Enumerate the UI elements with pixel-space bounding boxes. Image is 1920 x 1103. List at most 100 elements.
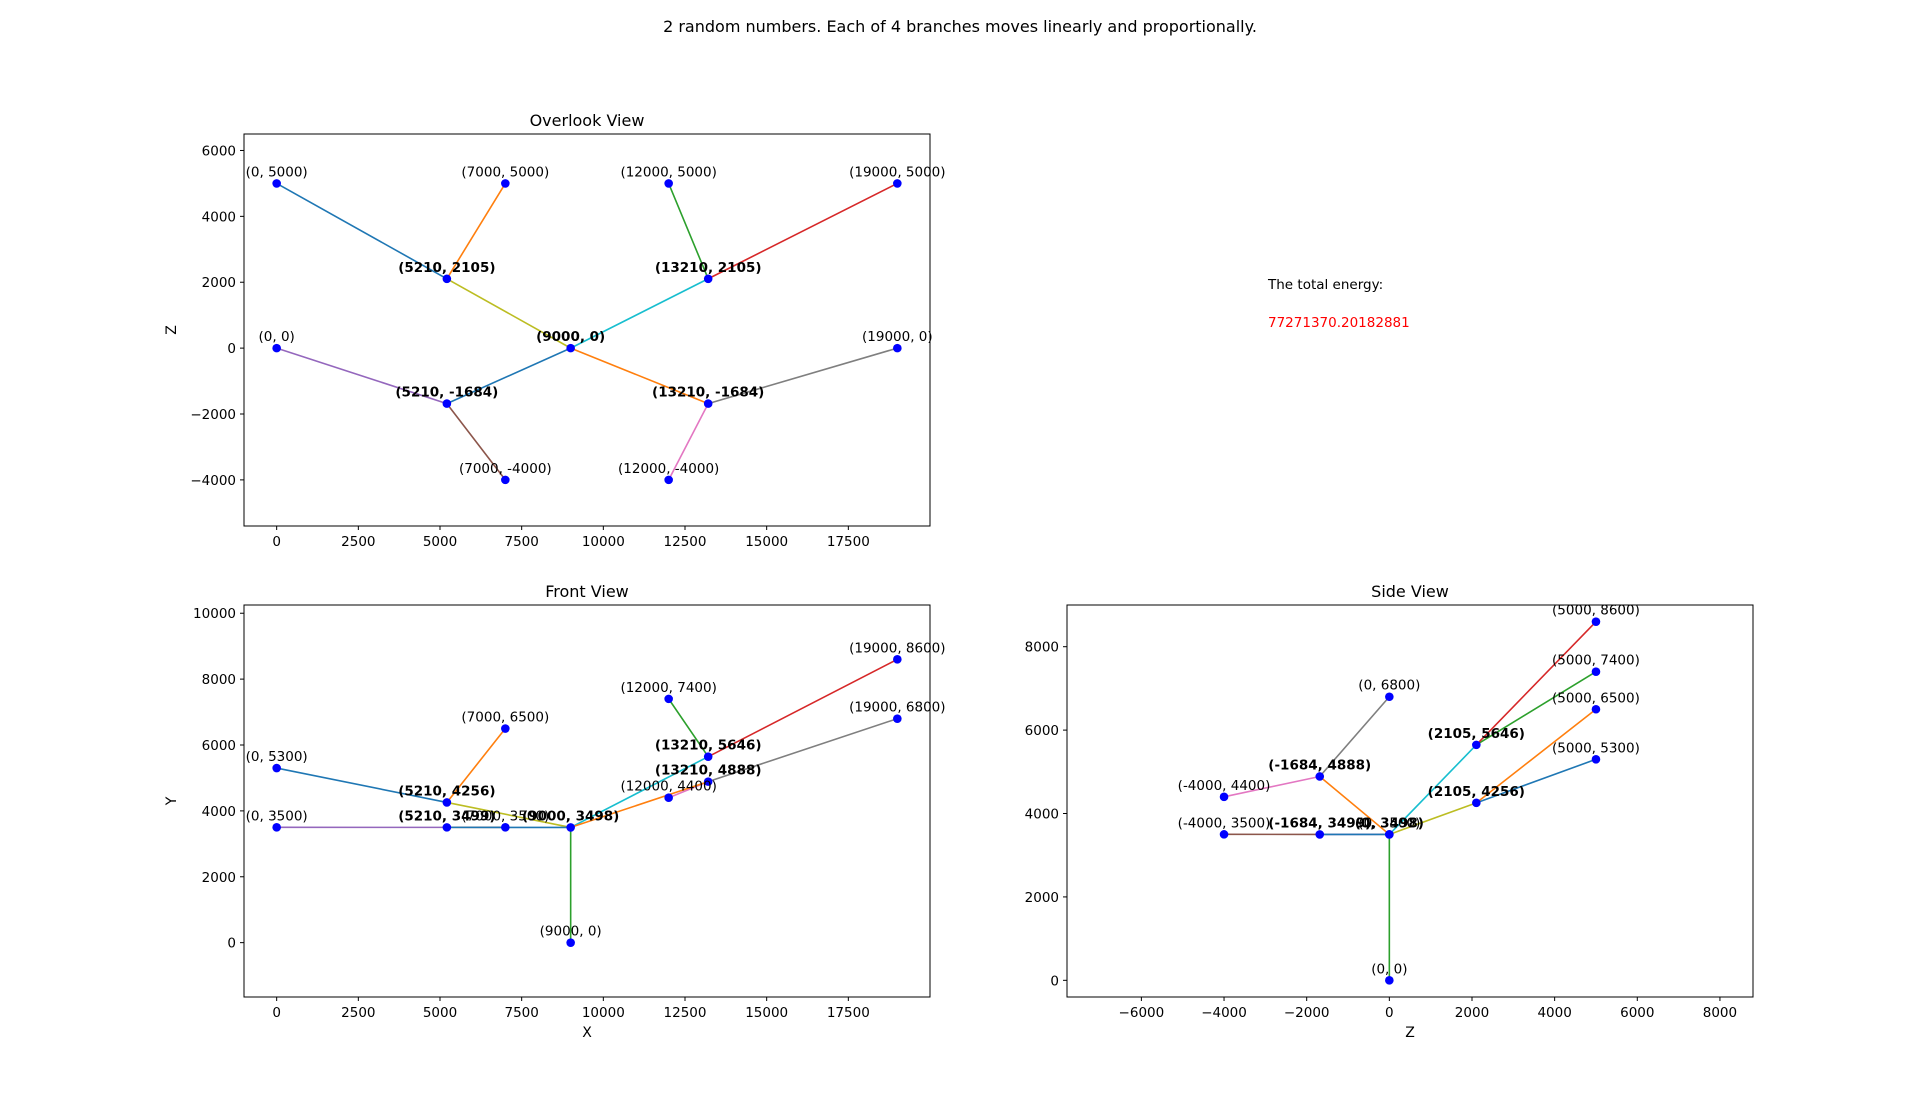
node-coordinate-label: (12000, -4000) [618, 461, 719, 477]
node-point [1219, 830, 1229, 839]
node-coordinate-label: (5210, 3499) [398, 808, 495, 824]
branch-segment-6 [1223, 775, 1321, 798]
node-coordinate-label: (-1684, 3499) [1268, 815, 1371, 831]
y-tick-label: 8000 [202, 672, 236, 688]
node-point [664, 793, 673, 803]
x-tick-label: 12500 [664, 1005, 707, 1021]
node-coordinate-label: (19000, 5000) [849, 164, 945, 180]
node-coordinate-label: (5000, 5300) [1552, 740, 1640, 756]
node-coordinate-label: (19000, 8600) [849, 640, 945, 656]
node-coordinate-label: (0, 3498) [1355, 815, 1424, 831]
total-energy-label: The total energy: [1268, 277, 1384, 293]
node-coordinate-label: (19000, 0) [862, 329, 933, 345]
node-coordinate-label: (9000, 3498) [522, 808, 619, 824]
side-view-axes: Side View −6000 −4000 −2000 0 2000 4000 6000 800… [1025, 582, 1754, 1041]
x-tick-label: −6000 [1119, 1005, 1165, 1021]
branch-segment-8 [446, 801, 572, 829]
node-coordinate-label: (12000, 4400) [620, 779, 716, 795]
x-tick-label: 5000 [423, 1005, 457, 1021]
figure-title: 2 random numbers. Each of 4 branches mov… [663, 17, 1257, 36]
branch-segment-2 [1475, 670, 1597, 746]
y-tick-label: −2000 [190, 407, 236, 423]
node-point [703, 777, 713, 786]
node-point [566, 343, 575, 353]
y-tick-label: 4000 [202, 209, 236, 225]
node-point [1385, 976, 1394, 985]
node-point [1472, 798, 1481, 808]
node-point [703, 752, 713, 761]
branch-segment-9 [569, 277, 709, 349]
node-point [1472, 740, 1481, 750]
node-point [1219, 792, 1229, 802]
node-coordinate-label: (9000, 0) [536, 329, 605, 345]
node-coordinate-label: (0, 5000) [246, 164, 308, 180]
y-tick-label: 2000 [202, 275, 236, 291]
x-tick-label: 5000 [423, 534, 457, 550]
plot-area [243, 604, 931, 998]
node-point [703, 274, 713, 284]
y-tick-label: 6000 [202, 143, 236, 159]
x-axis-label: X [582, 1025, 592, 1041]
y-tick-label: 6000 [1025, 723, 1059, 739]
branch-segment-0 [275, 767, 448, 804]
node-coordinate-label: (13210, 5646) [655, 738, 762, 754]
branch-segment-11 [1318, 775, 1391, 836]
node-point [664, 179, 673, 188]
y-tick-label: 6000 [202, 738, 236, 754]
branch-segment-7 [707, 717, 899, 783]
plot-area [243, 133, 931, 527]
x-axis-label: Z [1405, 1025, 1415, 1041]
node-coordinate-label: (12000, 5000) [620, 164, 716, 180]
node-coordinate-label: (13210, 4888) [655, 763, 762, 779]
branch-segment-2 [667, 182, 709, 280]
node-coordinate-label: (5000, 8600) [1552, 603, 1640, 619]
y-tick-label: 8000 [1025, 640, 1059, 656]
node-point [272, 179, 281, 188]
x-tick-label: 6000 [1620, 1005, 1654, 1021]
branch-segment-9 [569, 755, 709, 829]
node-coordinate-label: (0, 0) [1371, 961, 1407, 977]
node-point [272, 343, 281, 353]
y-tick-label: 0 [227, 341, 236, 357]
node-point [501, 179, 510, 188]
y-tick-label: 10000 [193, 606, 236, 622]
branch-segment-3 [707, 182, 899, 280]
node-point [501, 823, 510, 832]
x-tick-label: 10000 [582, 534, 625, 550]
x-tick-label: 17500 [827, 1005, 870, 1021]
node-coordinate-label: (13210, 2105) [655, 260, 762, 276]
node-point [664, 694, 673, 704]
branch-segment-7 [707, 347, 899, 405]
node-point [1591, 617, 1601, 626]
node-coordinate-label: (19000, 6800) [849, 700, 945, 716]
node-coordinate-label: (7000, -4000) [459, 461, 552, 477]
node-point [566, 823, 575, 832]
node-point [442, 274, 452, 284]
axes-title: Side View [1371, 582, 1449, 601]
node-coordinate-label: (-1684, 4888) [1268, 757, 1371, 773]
x-tick-label: 0 [272, 1005, 281, 1021]
node-coordinate-label: (5000, 7400) [1552, 653, 1640, 669]
node-point [664, 475, 673, 485]
node-coordinate-label: (5210, -1684) [395, 385, 498, 401]
node-point [442, 399, 452, 408]
x-tick-label: 4000 [1537, 1005, 1571, 1021]
node-coordinate-label: (2105, 5646) [1428, 726, 1525, 742]
y-tick-label: 2000 [202, 870, 236, 886]
x-tick-label: 15000 [745, 1005, 788, 1021]
node-coordinate-label: (7000, 6500) [461, 710, 549, 726]
x-tick-label: 17500 [827, 534, 870, 550]
overlook-view-axes: Overlook View 0 2500 5000 7500 10000 12500 1500… [164, 111, 946, 550]
branch-segment-2 [667, 698, 709, 758]
branch-segment-6 [667, 402, 709, 481]
node-point [893, 343, 902, 353]
branch-segment-11 [569, 780, 709, 829]
y-axis-label: Z [164, 325, 180, 335]
front-view-axes: Front View 0 2500 5000 7500 10000 12500 15000 17… [164, 582, 946, 1041]
node-point [1591, 667, 1601, 677]
y-tick-label: −4000 [190, 473, 236, 489]
node-coordinate-label: (5210, 4256) [398, 783, 495, 799]
branch-segment-0 [1475, 758, 1597, 804]
node-point [501, 724, 510, 733]
